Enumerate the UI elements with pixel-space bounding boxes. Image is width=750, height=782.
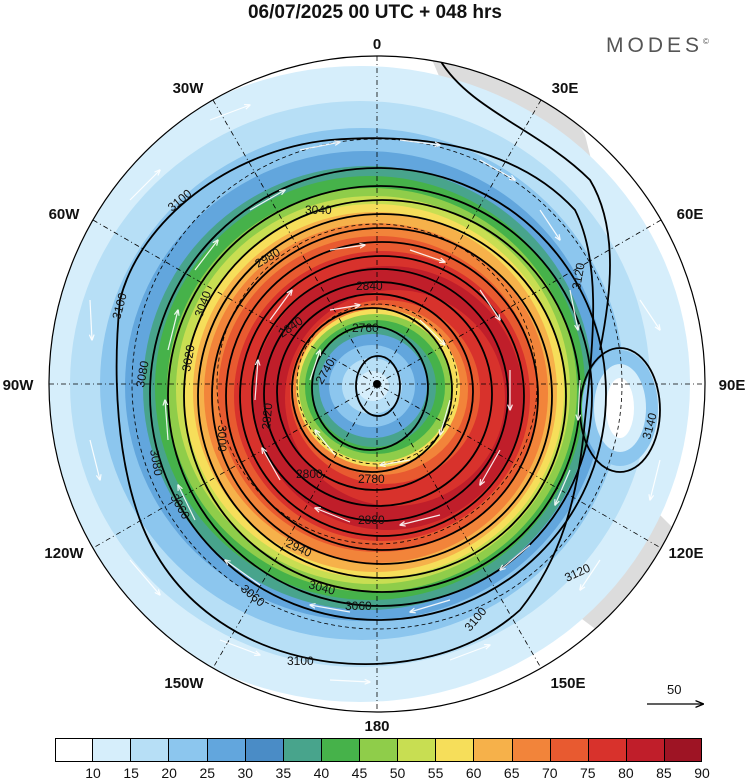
contour-label: 3080	[133, 359, 151, 388]
colorbar-tick-label: 75	[580, 765, 596, 781]
contour-label: 3040	[307, 577, 337, 598]
colorbar-tick-label: 35	[275, 765, 292, 781]
reference-vector-label: 50	[667, 682, 682, 697]
contour-label: 2780	[358, 472, 385, 486]
colorbar-swatch	[207, 738, 246, 762]
wind-speed-field	[49, 56, 705, 712]
contour-label: 2820	[259, 402, 275, 430]
wind-streamlines	[90, 105, 660, 682]
colorbar-tick-label: 40	[313, 765, 330, 781]
contour-label: 3100	[287, 654, 314, 668]
contour-label: 3100	[109, 291, 130, 321]
colorbar-swatch	[245, 738, 284, 762]
colorbar-swatch	[283, 738, 322, 762]
brand-logo: MODES©	[606, 34, 709, 57]
lon-label-180: 180	[364, 718, 389, 735]
contour-labels: 2740 2760 2780 2800 2820 2840 2840 2880 …	[109, 186, 660, 668]
contour-label: 3060	[345, 599, 372, 613]
colorbar-swatch	[321, 738, 360, 762]
colorbar-swatch	[550, 738, 589, 762]
lon-label-60e: 60E	[677, 206, 704, 223]
colorbar-tick-label: 10	[85, 765, 101, 781]
contour-label: 3040	[305, 203, 332, 217]
colorbar-tick-label: 15	[123, 765, 139, 781]
colorbar-tick-label: 50	[389, 765, 406, 781]
contour-label: 2800	[296, 467, 323, 481]
lon-label-0: 0	[373, 36, 381, 53]
lon-label-90e: 90E	[719, 377, 746, 394]
colorbar-swatch	[665, 738, 703, 762]
colorbar-tick-label: 90	[694, 765, 710, 781]
colorbar-swatch	[512, 738, 551, 762]
height-contours	[115, 59, 661, 665]
colorbar-swatch	[131, 738, 170, 762]
colorbar-swatch	[360, 738, 399, 762]
colorbar-swatch	[474, 738, 513, 762]
colorbar-tick-label: 70	[541, 765, 558, 781]
lon-label-60w: 60W	[49, 206, 81, 223]
contour-label: 3020	[179, 343, 197, 372]
colorbar-swatch	[398, 738, 437, 762]
colorbar-tick-label: 45	[351, 765, 368, 781]
lon-label-150w: 150W	[164, 675, 204, 692]
colorbar-tick-label: 65	[503, 765, 520, 781]
contour-label: 3140	[639, 411, 660, 441]
map-boundary	[48, 55, 706, 713]
contour-label: 2840	[356, 279, 383, 293]
lon-label-120w: 120W	[44, 545, 84, 562]
map-title: 06/07/2025 00 UTC + 048 hrs	[247, 2, 503, 23]
lon-label-90w: 90W	[3, 377, 35, 394]
contour-label: 2760	[352, 321, 379, 335]
colorbar-swatch	[169, 738, 208, 762]
colorbar-ticks: 10 15 20 25 30 35 40 45 50 55 60 65 70 75 80 85 90	[55, 765, 710, 781]
colorbar-swatch	[626, 738, 665, 762]
polar-map: 2740 2760 2780 2800 2820 2840 2840 2880 …	[3, 36, 746, 735]
contour-label: 3080	[147, 448, 165, 477]
colorbar-tick-label: 60	[465, 765, 482, 781]
colorbar-swatch	[93, 738, 132, 762]
colorbar-tick-label: 85	[656, 765, 672, 781]
colorbar-swatch	[436, 738, 475, 762]
lon-label-120e: 120E	[668, 545, 703, 562]
lon-label-30e: 30E	[552, 80, 579, 97]
lon-label-30w: 30W	[173, 80, 205, 97]
colorbar	[55, 738, 703, 762]
contour-label: 3000	[215, 425, 229, 452]
contour-label: 3120	[569, 261, 587, 290]
contour-label: 2880	[358, 513, 385, 527]
longitude-labels: 0 30E 60E 90E 120E 150E 180 150W 120W 90…	[3, 36, 746, 735]
lon-label-150e: 150E	[550, 675, 585, 692]
colorbar-tick-label: 25	[199, 765, 216, 781]
colorbar-swatch	[588, 738, 627, 762]
colorbar-swatch	[55, 738, 94, 762]
colorbar-tick-label: 55	[427, 765, 444, 781]
reference-vector: 50	[645, 682, 705, 712]
colorbar-tick-label: 20	[161, 765, 177, 781]
colorbar-tick-label: 30	[237, 765, 254, 781]
colorbar-tick-label: 80	[618, 765, 634, 781]
low-pressure-marker	[373, 380, 381, 388]
